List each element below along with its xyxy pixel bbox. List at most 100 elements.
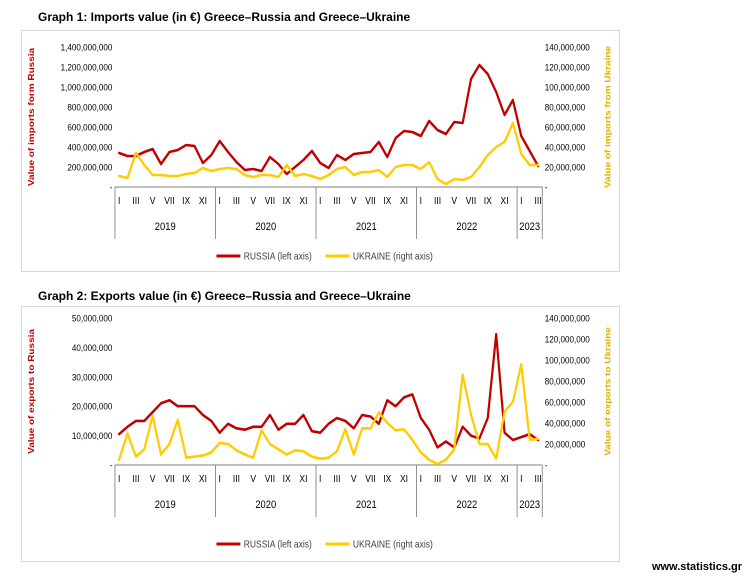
x-tick-label: XI [400,473,408,484]
y-tick-label-right: 80,000,000 [545,102,586,113]
y-axis-label-left: Value of imports form Russia [27,47,36,186]
y-tick-label-right: 40,000,000 [545,142,586,153]
year-label: 2021 [356,499,377,511]
legend-russia-label: RUSSIA (left axis) [244,539,312,550]
x-tick-label: IX [283,473,291,484]
y-tick-label-left: - [110,182,113,193]
y-tick-label-left: 1,200,000,000 [61,62,113,73]
x-tick-label: XI [199,473,207,484]
x-tick-label: III [434,473,441,484]
x-tick-label: I [319,195,321,206]
x-tick-label: I [319,473,321,484]
y-axis-label-right: Value of exports to Ukraine [603,327,612,456]
x-tick-label: IX [283,195,291,206]
x-tick-label: I [520,195,522,206]
y-tick-label-right: 20,000,000 [545,162,586,173]
y-tick-label-right: 80,000,000 [545,376,586,387]
y-tick-label-right: 120,000,000 [545,62,590,73]
x-tick-label: III [333,473,340,484]
x-tick-label: V [351,473,357,484]
exports-chart: - 10,000,000 20,000,000 30,000,000 40,000,00… [27,313,613,550]
y-tick-label-left: 200,000,000 [67,162,112,173]
year-label: 2022 [456,499,477,511]
y-tick-label-right: 100,000,000 [545,355,590,366]
x-tick-label: V [250,473,256,484]
year-label: 2022 [456,221,477,233]
y-tick-label-left: 50,000,000 [72,313,113,324]
ukraine-series-line [118,362,540,466]
x-tick-label: XI [299,195,307,206]
x-tick-label: I [218,473,220,484]
x-tick-label: III [132,195,139,206]
x-tick-label: VII [164,195,174,206]
x-tick-label: XI [501,195,509,206]
x-tick-label: XI [299,473,307,484]
legend-russia-label: RUSSIA (left axis) [244,251,312,262]
x-tick-label: XI [501,473,509,484]
ukraine-series-line [118,121,540,186]
y-tick-label-left: 1,000,000,000 [61,82,113,93]
x-tick-label: I [420,473,422,484]
x-tick-label: III [534,195,541,206]
x-tick-label: I [118,195,120,206]
x-tick-label: VII [164,473,174,484]
year-label: 2019 [155,499,176,511]
x-tick-label: III [434,195,441,206]
legend-ukraine-label: UKRAINE (right axis) [353,539,433,550]
x-tick-label: IX [182,195,190,206]
x-tick-label: VII [265,195,275,206]
year-label: 2019 [155,221,176,233]
x-tick-label: V [150,195,156,206]
y-tick-label-right: 20,000,000 [545,439,586,450]
legend-ukraine-label: UKRAINE (right axis) [353,251,433,262]
year-label: 2020 [255,221,276,233]
x-tick-label: III [333,195,340,206]
x-tick-label: VII [466,195,476,206]
y-tick-label-left: 800,000,000 [67,102,112,113]
x-tick-label: IX [383,195,391,206]
x-tick-label: IX [484,473,492,484]
y-tick-label-right: 40,000,000 [545,418,586,429]
y-axis-label-right: Value of imports from Ukraine [603,46,612,188]
y-tick-label-right: 120,000,000 [545,334,590,345]
year-label: 2023 [519,221,540,233]
y-tick-label-right: 140,000,000 [545,42,590,53]
x-tick-label: XI [199,195,207,206]
x-tick-label: VII [466,473,476,484]
x-tick-label: V [451,195,457,206]
y-tick-label-right: 60,000,000 [545,397,586,408]
y-tick-label-left: 40,000,000 [72,342,113,353]
x-tick-label: III [132,473,139,484]
x-tick-label: VII [265,473,275,484]
x-tick-label: III [534,473,541,484]
y-axis-label-left: Value of exports to Russia [27,328,36,454]
y-tick-label-left: 10,000,000 [72,430,113,441]
year-label: 2021 [356,221,377,233]
russia-series-line [118,332,540,449]
x-tick-label: V [150,473,156,484]
exports-chart-panel: - 10,000,000 20,000,000 30,000,000 40,000,00… [21,306,620,562]
x-tick-label: III [233,473,240,484]
russia-series-line [118,63,540,176]
y-tick-label-right: 100,000,000 [545,82,590,93]
x-tick-label: VII [365,473,375,484]
x-tick-label: I [218,195,220,206]
x-tick-label: III [233,195,240,206]
y-tick-label-left: 1,400,000,000 [61,42,113,53]
graph2-title: Graph 2: Exports value (in €) Greece–Rus… [38,289,411,303]
year-label: 2023 [519,499,540,511]
y-tick-label-left: 600,000,000 [67,122,112,133]
x-tick-label: V [250,195,256,206]
y-tick-label-right: 60,000,000 [545,122,586,133]
y-tick-label-left: 20,000,000 [72,401,113,412]
source-footer: www.statistics.gr [651,561,742,573]
y-tick-label-right: - [545,182,548,193]
x-tick-label: I [420,195,422,206]
x-tick-label: I [520,473,522,484]
imports-chart-panel: - 200,000,000 400,000,000 600,000,000 800,00… [21,30,620,272]
y-tick-label-left: - [110,460,113,471]
y-tick-label-right: 140,000,000 [545,313,590,324]
year-label: 2020 [255,499,276,511]
y-tick-label-left: 30,000,000 [72,372,113,383]
x-tick-label: XI [400,195,408,206]
